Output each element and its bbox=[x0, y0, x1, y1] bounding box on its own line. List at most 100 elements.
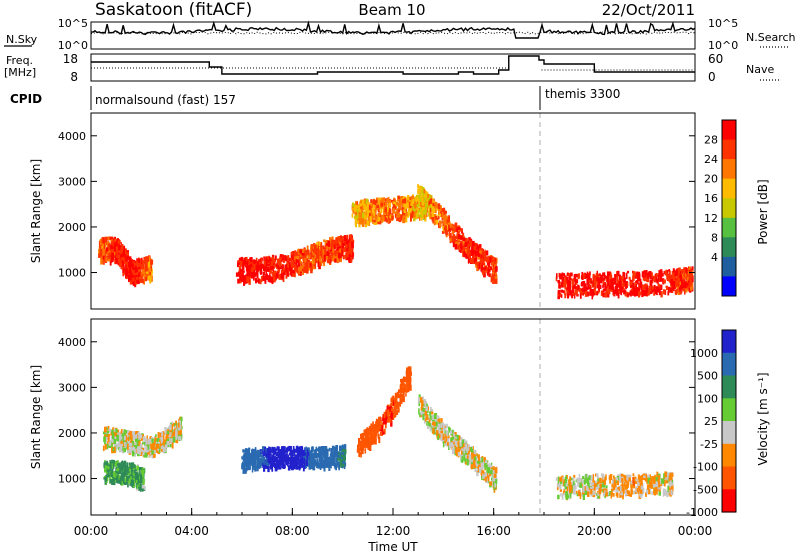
heatmap-cell bbox=[426, 213, 428, 217]
heatmap-cell bbox=[308, 447, 310, 454]
heatmap-cell bbox=[145, 446, 148, 450]
heatmap-cell bbox=[339, 236, 342, 242]
heatmap-cell bbox=[294, 271, 296, 278]
heatmap-cell bbox=[279, 257, 282, 260]
heatmap-cell bbox=[252, 268, 255, 273]
heatmap-cell bbox=[406, 195, 410, 202]
heatmap-cell bbox=[297, 249, 299, 252]
heatmap-cell bbox=[134, 449, 136, 454]
heatmap-cell bbox=[248, 279, 251, 285]
heatmap-cell bbox=[131, 271, 134, 276]
heatmap-cell bbox=[118, 479, 121, 483]
heatmap-cell bbox=[488, 261, 491, 268]
heatmap-cell bbox=[634, 282, 636, 286]
heatmap-cell bbox=[386, 198, 389, 203]
heatmap-cell bbox=[607, 289, 611, 295]
heatmap-cell bbox=[352, 202, 355, 207]
heatmap-cell bbox=[242, 449, 245, 453]
heatmap-cell bbox=[144, 438, 146, 441]
heatmap-cell bbox=[99, 254, 102, 258]
heatmap-cell bbox=[243, 453, 246, 458]
heatmap-cell bbox=[486, 252, 488, 256]
heatmap-cell bbox=[429, 204, 431, 208]
heatmap-cell bbox=[578, 273, 580, 279]
heatmap-cell bbox=[302, 268, 304, 275]
heatmap-cell bbox=[337, 244, 340, 248]
heatmap-cell bbox=[683, 280, 686, 286]
heatmap-cell bbox=[313, 450, 317, 455]
heatmap-cell bbox=[121, 266, 124, 270]
heatmap-cell bbox=[271, 446, 274, 453]
cpid-panel: CPID normalsound (fast) 157 themis 3300 bbox=[10, 86, 620, 110]
heatmap-cell bbox=[111, 240, 115, 247]
heatmap-cell bbox=[169, 424, 172, 430]
heatmap-cell bbox=[246, 451, 250, 456]
heatmap-cell bbox=[573, 274, 577, 280]
heatmap-cell bbox=[130, 271, 132, 276]
heatmap-cell bbox=[469, 241, 472, 246]
heatmap-cell bbox=[602, 280, 605, 285]
heatmap-cell bbox=[102, 256, 105, 260]
heatmap-cell bbox=[268, 459, 271, 464]
heatmap-cell bbox=[325, 255, 328, 260]
heatmap-cell bbox=[298, 463, 300, 470]
heatmap-cell bbox=[318, 263, 321, 270]
heatmap-cell bbox=[473, 254, 476, 258]
heatmap-cell bbox=[326, 250, 329, 257]
heatmap-cell bbox=[268, 275, 270, 279]
heatmap-cell bbox=[107, 250, 111, 255]
heatmap-cell bbox=[319, 456, 321, 463]
heatmap-cell bbox=[355, 204, 358, 209]
heatmap-cell bbox=[283, 450, 286, 456]
heatmap-cell bbox=[259, 457, 262, 464]
heatmap-cell bbox=[678, 287, 682, 291]
heatmap-cell bbox=[105, 247, 109, 252]
heatmap-cell bbox=[120, 479, 124, 486]
heatmap-cell bbox=[677, 289, 681, 295]
heatmap-cell bbox=[598, 284, 600, 291]
heatmap-cell bbox=[273, 270, 276, 274]
heatmap-cell bbox=[418, 207, 421, 211]
heatmap-cell bbox=[145, 263, 148, 270]
heatmap-cell bbox=[273, 258, 276, 263]
noise-sky-trace bbox=[90, 20, 696, 39]
heatmap-cell bbox=[247, 265, 249, 270]
heatmap-cell bbox=[237, 278, 240, 284]
heatmap-cell bbox=[657, 283, 660, 290]
noise-left-tick-bottom: 10^0 bbox=[58, 39, 88, 52]
heatmap-cell bbox=[288, 457, 290, 461]
heatmap-cell bbox=[277, 459, 281, 464]
heatmap-cell bbox=[351, 213, 354, 218]
heatmap-cell bbox=[419, 187, 422, 193]
heatmap-cell bbox=[334, 457, 336, 463]
heatmap-cell bbox=[265, 452, 268, 458]
heatmap-cell bbox=[419, 205, 422, 212]
heatmap-cell bbox=[335, 451, 338, 458]
heatmap-cell bbox=[309, 450, 312, 457]
heatmap-cell bbox=[584, 286, 588, 294]
heatmap-cell bbox=[653, 284, 655, 290]
heatmap-cell bbox=[248, 464, 251, 471]
heatmap-cell bbox=[174, 425, 177, 431]
heatmap-cell bbox=[480, 264, 483, 271]
heatmap-cell bbox=[626, 293, 630, 297]
heatmap-cell bbox=[642, 290, 645, 296]
heatmap-cell bbox=[324, 462, 327, 467]
heatmap-cell bbox=[250, 274, 254, 278]
heatmap-cell bbox=[566, 286, 570, 290]
heatmap-cell bbox=[323, 462, 325, 468]
heatmap-cell bbox=[149, 277, 152, 284]
heatmap-cell bbox=[350, 256, 353, 263]
heatmap-cell bbox=[320, 260, 323, 266]
heatmap-cell bbox=[370, 206, 372, 212]
heatmap-cell bbox=[268, 256, 271, 260]
heatmap-cell bbox=[682, 288, 686, 292]
heatmap-cell bbox=[370, 211, 373, 217]
heatmap-cell bbox=[349, 241, 351, 246]
heatmap-cell bbox=[482, 255, 486, 261]
heatmap-cell bbox=[453, 239, 456, 247]
heatmap-cell bbox=[565, 276, 569, 282]
frequency-trace bbox=[91, 55, 695, 75]
heatmap-cell bbox=[636, 280, 639, 285]
heatmap-cell bbox=[435, 216, 438, 221]
